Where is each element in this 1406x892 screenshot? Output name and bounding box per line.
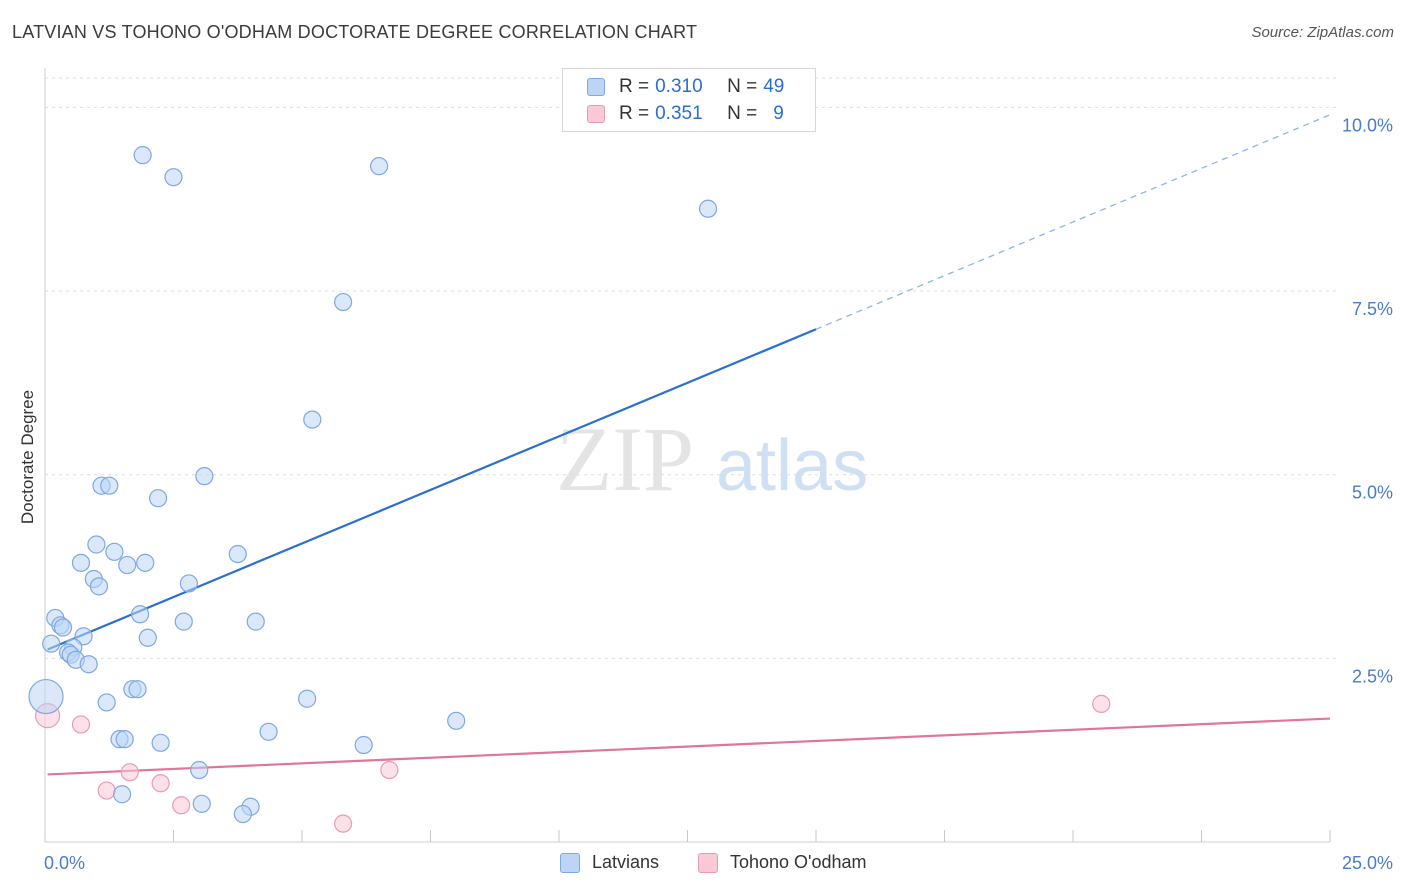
data-point-latvians xyxy=(174,612,193,631)
data-point-latvians xyxy=(112,785,132,804)
chart-title: LATVIAN VS TOHONO O'ODHAM DOCTORATE DEGR… xyxy=(12,22,698,42)
y-tick-label: 2.5% xyxy=(1352,666,1393,686)
data-point-latvians xyxy=(298,689,317,708)
y-tick-label: 5.0% xyxy=(1352,483,1393,503)
watermark-zip: ZIP xyxy=(556,408,694,510)
data-point-latvians xyxy=(192,794,211,813)
legend-row-latvians: R = 0.310 N = 49 xyxy=(563,73,784,101)
data-point-latvians xyxy=(354,735,373,755)
bottom-legend-latvians: Latvians xyxy=(560,852,659,873)
data-point-latvians xyxy=(334,292,353,312)
data-point-latvians xyxy=(28,678,64,715)
data-point-latvians xyxy=(246,612,265,631)
data-point-tohono xyxy=(1092,694,1111,713)
data-point-latvians xyxy=(151,733,170,752)
trend-line-tohono xyxy=(47,717,1331,776)
legend-r-label: R = xyxy=(619,103,650,124)
data-point-tohono xyxy=(151,774,170,793)
data-point-latvians xyxy=(179,574,199,593)
legend-row-tohono: R = 0.351 N = 9 xyxy=(563,100,784,128)
legend-n-value: 9 xyxy=(773,103,784,124)
data-point-latvians xyxy=(130,605,150,624)
trend-line-latvians xyxy=(47,328,817,651)
data-point-tohono xyxy=(334,814,353,833)
trend-lines xyxy=(47,114,1331,776)
x-tick-labels: 0.0% 25.0% xyxy=(44,853,1393,873)
data-point-latvians xyxy=(42,634,61,653)
data-point-tohono xyxy=(71,715,91,734)
data-point-latvians xyxy=(79,655,98,674)
bottom-legend-label-tohono: Tohono O'odham xyxy=(730,852,867,872)
data-point-latvians xyxy=(195,467,214,486)
data-point-latvians xyxy=(89,577,109,596)
gridlines xyxy=(45,77,1340,659)
data-point-latvians xyxy=(259,722,278,741)
data-point-latvians xyxy=(148,489,168,508)
data-point-latvians xyxy=(370,157,389,176)
data-point-latvians xyxy=(447,711,466,730)
data-point-latvians xyxy=(115,730,134,749)
source-credit: Source: ZipAtlas.com xyxy=(1251,24,1394,41)
data-point-latvians xyxy=(105,542,124,561)
data-point-latvians xyxy=(128,680,147,699)
data-point-latvians xyxy=(97,693,116,712)
data-point-latvians xyxy=(233,804,252,824)
legend-swatch-pink xyxy=(587,105,605,123)
data-point-latvians xyxy=(164,168,183,187)
legend-n-value: 49 xyxy=(763,76,785,97)
data-point-latvians xyxy=(118,555,137,575)
legend-r-label: R = xyxy=(619,76,650,97)
data-point-latvians xyxy=(698,199,718,218)
data-point-tohono xyxy=(380,760,399,780)
bottom-legend-swatch-blue xyxy=(560,852,580,873)
y-tick-labels: 2.5% 5.0% 7.5% 10.0% xyxy=(1342,115,1393,686)
legend-r-value: 0.351 xyxy=(655,103,703,124)
bottom-legend-tohono: Tohono O'odham xyxy=(698,852,867,873)
data-points xyxy=(28,146,1111,833)
legend: R = 0.310 N = 49 R = 0.351 N = 9 xyxy=(562,68,816,132)
data-point-latvians xyxy=(53,618,73,637)
y-tick-label: 10.0% xyxy=(1342,115,1393,135)
bottom-legend-swatch-pink xyxy=(698,852,718,873)
data-point-tohono xyxy=(97,781,116,800)
legend-n-label: N = xyxy=(727,103,758,124)
watermark: ZIP atlas xyxy=(556,408,868,510)
legend-n-label: N = xyxy=(727,76,758,97)
data-point-latvians xyxy=(136,553,155,572)
data-point-tohono xyxy=(120,763,139,782)
trend-line-latvians-extension xyxy=(815,114,1331,330)
watermark-atlas: atlas xyxy=(716,426,868,506)
legend-r-value: 0.310 xyxy=(655,76,703,97)
data-point-tohono xyxy=(172,796,191,815)
y-axis-label: Doctorate Degree xyxy=(18,390,37,524)
y-tick-label: 7.5% xyxy=(1352,299,1393,319)
data-point-latvians xyxy=(87,535,106,554)
data-point-latvians xyxy=(100,476,119,495)
bottom-legend: Latvians Tohono O'odham xyxy=(0,852,1406,878)
data-point-latvians xyxy=(190,760,209,780)
bottom-legend-label-latvians: Latvians xyxy=(592,852,660,872)
data-point-latvians xyxy=(228,544,247,564)
x-tick-label-max: 25.0% xyxy=(1342,853,1393,873)
data-point-latvians xyxy=(138,628,157,647)
data-point-latvians xyxy=(71,553,91,572)
data-point-latvians xyxy=(303,410,322,429)
data-point-latvians xyxy=(133,146,152,165)
x-tick-label-min: 0.0% xyxy=(44,853,85,873)
legend-swatch-blue xyxy=(587,78,605,96)
